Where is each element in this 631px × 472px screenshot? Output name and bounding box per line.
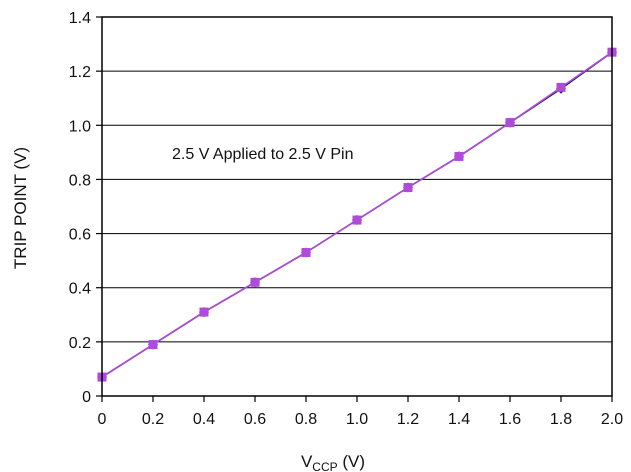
x-axis-title-unit: (V) — [338, 452, 365, 471]
series-1-point — [505, 118, 515, 128]
y-axis-title: TRIP POINT (V) — [11, 147, 30, 269]
series-layer — [97, 47, 617, 383]
plot-area-frame — [101, 16, 613, 397]
grid-lines — [102, 70, 612, 343]
series-1-point — [403, 183, 413, 193]
x-tick-label: 0 — [98, 411, 107, 428]
series-1-point — [148, 340, 158, 350]
x-tick-label: 2.0 — [601, 411, 623, 428]
y-tick-label: 1.4 — [69, 10, 91, 27]
series-1-point — [556, 82, 566, 92]
y-tick-label: 1.0 — [69, 118, 91, 135]
series-1-point — [199, 307, 209, 317]
y-tick-label: 0.2 — [69, 335, 91, 352]
y-tick-label: 0.4 — [69, 281, 91, 298]
tick-labels: 0 0.2 0.4 0.6 0.8 1.0 1.2 1.4 0 0.2 0.4 0.6 0.8 1.0 1.… — [69, 10, 623, 428]
x-tick-label: 1.2 — [397, 411, 419, 428]
x-axis-title-main: V — [301, 452, 313, 471]
series-1-point — [250, 277, 260, 287]
x-tick-label: 1.8 — [550, 411, 572, 428]
x-tick-label: 0.4 — [193, 411, 215, 428]
y-tick-label: 0.8 — [69, 172, 91, 189]
y-tick-label: 0 — [82, 389, 91, 406]
x-tick-label: 1.0 — [346, 411, 368, 428]
x-tick-label: 0.6 — [244, 411, 266, 428]
x-axis-title-subscript: CCP — [312, 460, 337, 472]
series-1-point — [301, 248, 311, 258]
y-tick-label: 0.6 — [69, 227, 91, 244]
x-axis-title: VCCP (V) — [301, 452, 365, 472]
x-tick-label: 1.6 — [499, 411, 521, 428]
x-tick-label: 0.8 — [295, 411, 317, 428]
x-tick-label: 0.2 — [142, 411, 164, 428]
series-1-point — [454, 151, 464, 161]
y-tick-label: 1.2 — [69, 64, 91, 81]
series-1-line — [101, 51, 613, 378]
x-tick-label: 1.4 — [448, 411, 470, 428]
series-1-point — [352, 215, 362, 225]
chart-annotation: 2.5 V Applied to 2.5 V Pin — [172, 146, 353, 163]
